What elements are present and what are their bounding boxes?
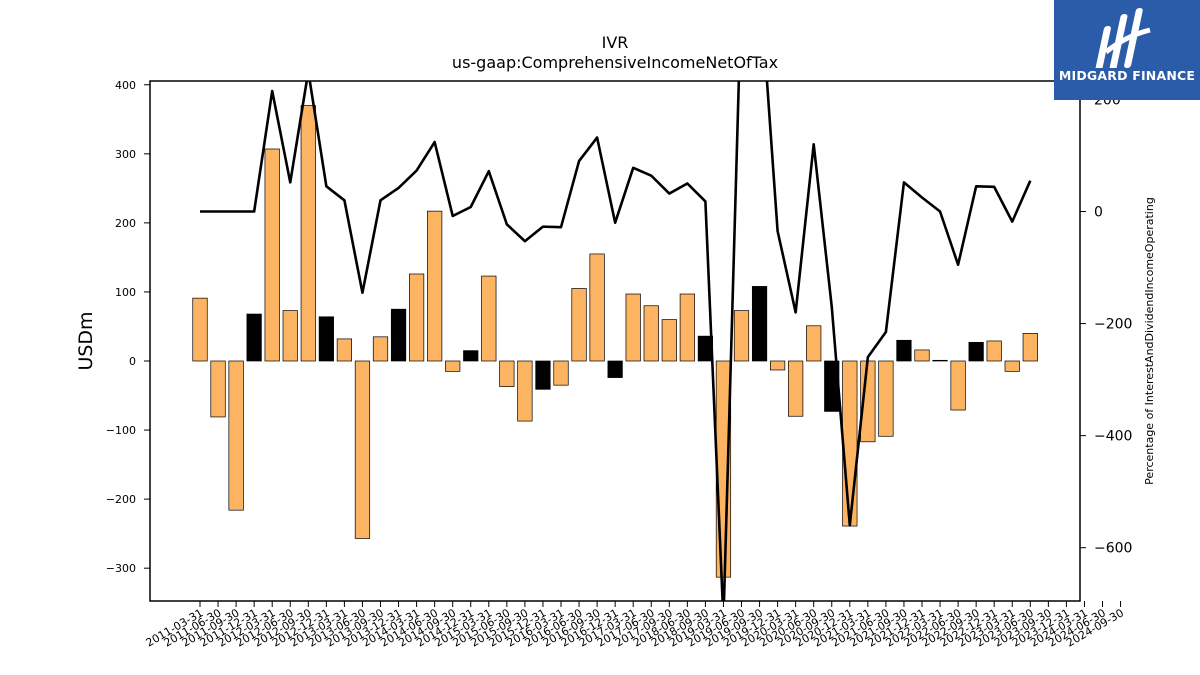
- bar-2015-03-31: [481, 275, 497, 362]
- y2-tick-label: −600: [1094, 541, 1132, 557]
- bar-2013-09-30: [372, 336, 389, 362]
- chart-subtitle: us-gaap:ComprehensiveIncomeNetOfTax: [452, 53, 778, 72]
- bar-2021-06-30: [878, 360, 894, 437]
- midgard-logo-icon: [1095, 8, 1151, 68]
- bar-2020-12-31: [842, 360, 858, 527]
- bar-2023-03-31: [1004, 360, 1020, 372]
- bar-2020-03-31: [788, 360, 804, 417]
- bar-2014-06-30: [427, 210, 443, 362]
- bar-2022-03-31: [932, 359, 948, 362]
- y-tick-label: 300: [115, 148, 136, 161]
- y-tick-label: −300: [106, 562, 136, 575]
- bar-2022-12-31: [986, 340, 1002, 362]
- bar-2011-03-31: [192, 297, 208, 362]
- bar-2022-09-30: [968, 342, 984, 362]
- y2-tick-label: −200: [1094, 317, 1132, 333]
- bar-2013-03-31: [336, 338, 352, 362]
- x-axis: 2011-03-312011-06-302011-09-302011-12-31…: [144, 601, 1126, 650]
- bar-2019-12-31: [769, 360, 786, 371]
- bar-2016-06-30: [571, 288, 587, 362]
- bar-2014-03-31: [409, 273, 425, 362]
- ratio-line: [200, 81, 1032, 601]
- y2-tick-label: 0: [1094, 205, 1103, 221]
- line-series: [200, 81, 1032, 601]
- y-tick-label: −200: [106, 493, 136, 506]
- bar-2012-09-30: [300, 105, 316, 362]
- bar-2014-09-30: [445, 360, 461, 372]
- bar-2016-03-31: [553, 360, 569, 386]
- bar-2021-12-31: [914, 349, 930, 362]
- bar-2017-03-31: [625, 293, 641, 362]
- bar-2016-09-30: [589, 253, 605, 362]
- bar-2013-12-31: [390, 308, 407, 362]
- bar-2014-12-31: [463, 350, 479, 362]
- bar-2016-12-31: [607, 360, 623, 378]
- bar-2013-06-30: [354, 360, 371, 539]
- brand-logo: MIDGARD FINANCE: [1054, 0, 1200, 100]
- bar-2022-06-30: [950, 360, 966, 411]
- bar-2011-06-30: [210, 360, 226, 418]
- y-axis-label: USDm: [75, 311, 97, 370]
- bar-2019-09-30: [751, 286, 768, 362]
- bar-2011-12-31: [246, 313, 262, 362]
- bar-2023-06-30: [1022, 333, 1038, 362]
- bar-2017-09-30: [661, 319, 677, 362]
- chart-title: IVR: [602, 33, 629, 52]
- y-tick-label: 200: [115, 217, 136, 230]
- brand-name: MIDGARD FINANCE: [1058, 68, 1196, 83]
- bar-2018-06-30: [679, 293, 695, 362]
- y-axis-left: −300 −200 −100 0 100 200 300 400: [106, 79, 150, 575]
- y-tick-label: 100: [115, 286, 136, 299]
- bar-2019-06-30: [733, 310, 750, 362]
- y-tick-label: 0: [129, 355, 136, 368]
- bar-2020-06-30: [806, 325, 822, 362]
- y2-tick-label: −400: [1094, 429, 1132, 445]
- bar-2011-09-30: [228, 360, 244, 511]
- y2-axis-label: Percentage of InterestAndDividendIncomeO…: [1143, 197, 1156, 485]
- bar-2015-09-30: [517, 360, 533, 422]
- y-tick-label: −100: [106, 424, 136, 437]
- bar-series: [192, 105, 1038, 578]
- bar-2017-06-30: [643, 305, 659, 362]
- bar-2012-03-31: [264, 148, 280, 362]
- bar-2012-06-30: [282, 310, 298, 362]
- bar-2021-09-30: [896, 339, 912, 362]
- y-tick-label: 400: [115, 79, 136, 92]
- bar-2015-06-30: [499, 360, 515, 387]
- bar-2015-12-31: [535, 360, 551, 390]
- bar-2012-12-31: [318, 316, 334, 362]
